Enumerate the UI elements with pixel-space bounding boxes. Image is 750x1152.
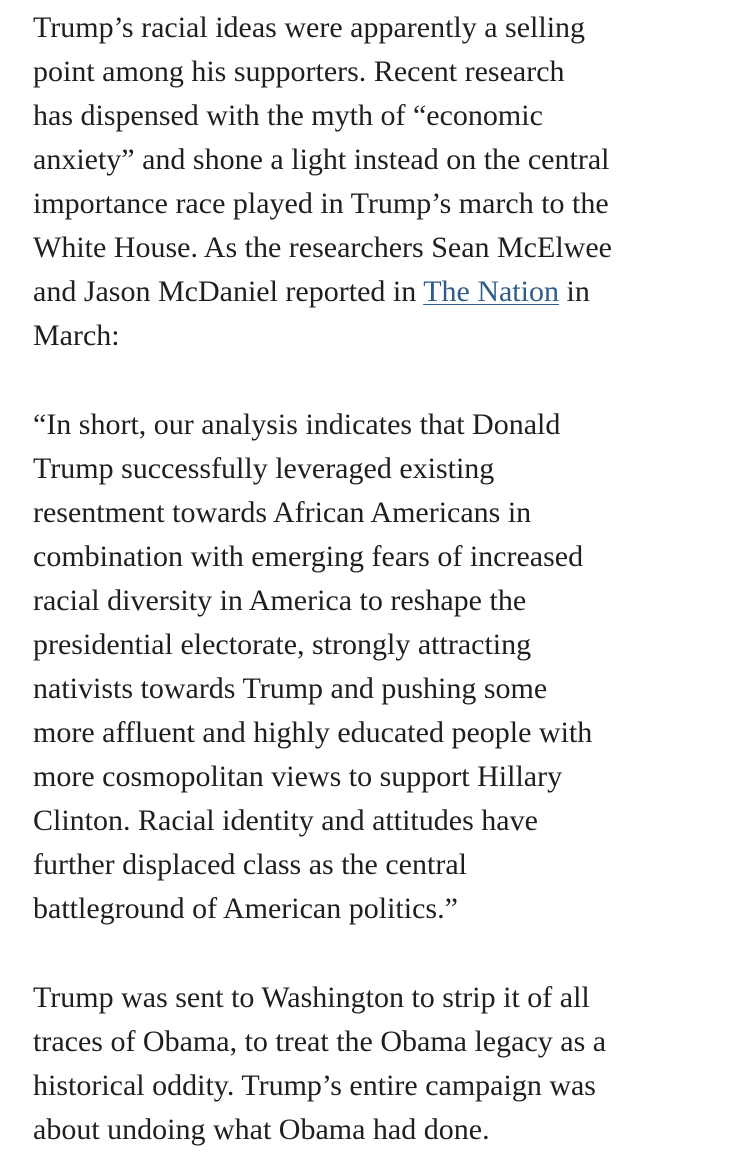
text-line: importance race played in Trump’s march … — [33, 187, 609, 220]
quote-line: presidential electorate, strongly attrac… — [33, 628, 532, 661]
quote-line: resentment towards African Americans in — [33, 496, 532, 529]
block-quote: “In short, our analysis indicates that D… — [33, 403, 733, 931]
text-line: White House. As the researchers Sean McE… — [33, 231, 612, 264]
quote-line: “In short, our analysis indicates that D… — [33, 408, 561, 441]
text-segment: in — [558, 275, 590, 308]
paragraph-intro: Trump’s racial ideas were apparently a s… — [33, 6, 733, 358]
text-line: Trump was sent to Washington to strip it… — [33, 981, 590, 1014]
text-line: has dispensed with the myth of “economic — [33, 99, 543, 132]
text-line: anxiety” and shone a light instead on th… — [33, 143, 610, 176]
quote-line: further displaced class as the central — [33, 848, 467, 881]
article-body: Trump’s racial ideas were apparently a s… — [33, 6, 733, 1152]
quote-line: racial diversity in America to reshape t… — [33, 584, 527, 617]
text-line: March: — [33, 319, 120, 352]
quote-line: Clinton. Racial identity and attitudes h… — [33, 804, 538, 837]
paragraph-spacer — [33, 931, 733, 976]
quote-line: combination with emerging fears of incre… — [33, 540, 584, 573]
quote-line: Trump successfully leveraged existing — [33, 452, 495, 485]
the-nation-link[interactable]: The Nation — [423, 275, 559, 308]
text-line: traces of Obama, to treat the Obama lega… — [33, 1025, 607, 1058]
text-line: historical oddity. Trump’s entire campai… — [33, 1069, 596, 1102]
text-line: and Jason McDaniel reported in The Natio… — [33, 270, 733, 314]
quote-line: nativists towards Trump and pushing some — [33, 672, 548, 705]
text-line: about undoing what Obama had done. — [33, 1113, 490, 1146]
text-segment: and Jason McDaniel reported in — [33, 275, 424, 308]
quote-line: more affluent and highly educated people… — [33, 716, 593, 749]
paragraph-spacer — [33, 358, 733, 403]
paragraph-conclusion: Trump was sent to Washington to strip it… — [33, 976, 733, 1152]
text-line: point among his supporters. Recent resea… — [33, 55, 565, 88]
quote-line: more cosmopolitan views to support Hilla… — [33, 760, 563, 793]
quote-line: battleground of American politics.” — [33, 892, 458, 925]
text-line: Trump’s racial ideas were apparently a s… — [33, 11, 586, 44]
